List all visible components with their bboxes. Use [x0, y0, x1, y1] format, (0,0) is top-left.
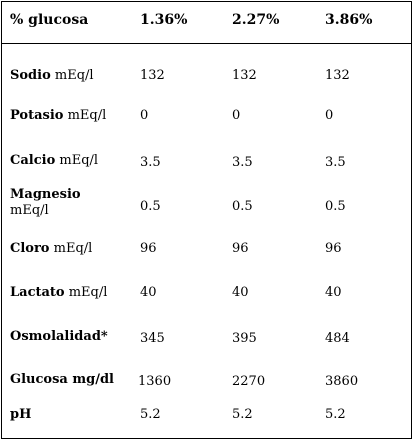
potasio-1-36: 0 [140, 108, 149, 123]
sodio-3-86: 132 [325, 68, 350, 83]
header-glucose-label: % glucosa [10, 12, 89, 28]
header-col-2-27: 2.27% [232, 12, 280, 28]
row-unit: mEq/l [53, 241, 93, 256]
magnesio-1-36: 0.5 [140, 199, 161, 214]
row-name: Magnesio [10, 187, 81, 202]
row-label-lactato: Lactato mEq/l [10, 285, 107, 301]
row-label-glucosa: Glucosa mg/dl [10, 372, 114, 388]
cloro-1-36: 96 [140, 241, 157, 256]
row-unit: mEq/l [54, 68, 94, 83]
row-name: Cloro [10, 241, 50, 256]
row-unit: mEq/l [68, 285, 108, 300]
row-name: Potasio [10, 108, 64, 123]
osmolalidad-3-86: 484 [325, 331, 350, 346]
ph-3-86: 5.2 [325, 407, 346, 422]
row-label-calcio: Calcio mEq/l [10, 153, 98, 169]
row-label-ph: pH [10, 407, 31, 423]
sodio-1-36: 132 [140, 68, 165, 83]
glucosa-1-36: 1360 [138, 374, 172, 389]
row-label-sodio: Sodio mEq/l [10, 68, 94, 84]
lactato-3-86: 40 [325, 285, 342, 300]
potasio-2-27: 0 [232, 108, 241, 123]
lactato-1-36: 40 [140, 285, 157, 300]
row-name: pH [10, 407, 32, 422]
potasio-3-86: 0 [325, 108, 334, 123]
row-name: Sodio [10, 68, 51, 83]
lactato-2-27: 40 [232, 285, 249, 300]
row-label-cloro: Cloro mEq/l [10, 241, 92, 257]
sodio-2-27: 132 [232, 68, 257, 83]
header-col-1-36: 1.36% [140, 12, 188, 28]
cloro-3-86: 96 [325, 241, 342, 256]
glucosa-2-27: 2270 [232, 374, 266, 389]
osmolalidad-1-36: 345 [140, 331, 165, 346]
row-label-potasio: Potasio mEq/l [10, 108, 106, 124]
glucosa-3-86: 3860 [325, 374, 359, 389]
row-name: Glucosa mg/dl [10, 372, 114, 387]
magnesio-3-86: 0.5 [325, 199, 346, 214]
row-label-osmolalidad: Osmolalidad* [10, 329, 108, 345]
calcio-2-27: 3.5 [232, 155, 253, 170]
ph-2-27: 5.2 [232, 407, 253, 422]
header-col-3-86: 3.86% [325, 12, 373, 28]
row-unit: mEq/l [59, 153, 99, 168]
cloro-2-27: 96 [232, 241, 249, 256]
ph-1-36: 5.2 [140, 407, 161, 422]
row-name: Lactato [10, 285, 65, 300]
table-header-row [1, 1, 412, 44]
calcio-1-36: 3.5 [140, 155, 161, 170]
row-name: Osmolalidad* [10, 329, 108, 344]
osmolalidad-2-27: 395 [232, 331, 257, 346]
row-label-magnesio: Magnesio mEq/l [10, 187, 81, 219]
row-name: Calcio [10, 153, 56, 168]
magnesio-2-27: 0.5 [232, 199, 253, 214]
calcio-3-86: 3.5 [325, 155, 346, 170]
row-unit: mEq/l [67, 108, 107, 123]
row-unit: mEq/l [10, 203, 49, 218]
